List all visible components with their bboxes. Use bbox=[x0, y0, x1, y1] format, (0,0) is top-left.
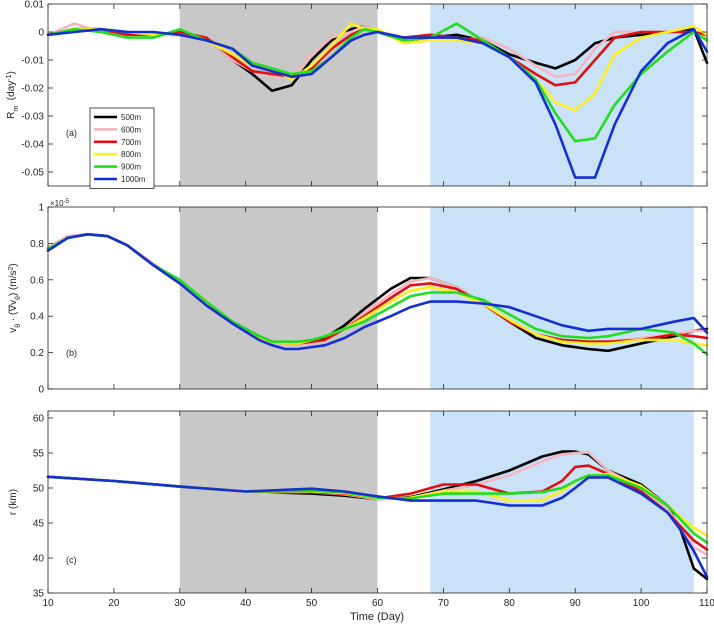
y-label-part: · (∇v bbox=[8, 300, 19, 324]
y-axis-label: vθ · (∇vθ) (m/s2) bbox=[8, 263, 22, 333]
legend: 500m 600m 700m 800m 900m 1000m bbox=[89, 107, 155, 189]
panel-b: 00.20.40.60.81(b)vθ · (∇vθ) (m/s2)×10-5 bbox=[8, 199, 709, 396]
x-tick-label: 90 bbox=[570, 598, 582, 609]
y-tick-label: 50 bbox=[33, 484, 45, 495]
x-tick-label: 30 bbox=[174, 598, 186, 609]
legend-label-1000m: 1000m bbox=[121, 175, 146, 184]
series-line-900m bbox=[46, 22, 709, 143]
y-tick-label: 55 bbox=[33, 449, 45, 460]
y-tick-label: 60 bbox=[33, 414, 45, 425]
legend-label-900m: 900m bbox=[121, 163, 141, 172]
y-label-part: R bbox=[6, 112, 17, 119]
y-label-part: θ bbox=[15, 296, 22, 300]
x-tick-label: 10 bbox=[42, 598, 54, 609]
y-label-part: ) bbox=[8, 263, 19, 266]
legend-label-500m: 500m bbox=[121, 113, 141, 122]
y-tick-label: 1 bbox=[38, 203, 44, 214]
x-tick-label: 110 bbox=[699, 598, 714, 609]
y-label-part: 2 bbox=[8, 266, 15, 270]
y-tick-label: 0.4 bbox=[30, 312, 44, 323]
shaded-region-gray-period bbox=[179, 207, 378, 389]
y-tick-label: 0 bbox=[38, 385, 44, 396]
y-label-part: v bbox=[8, 328, 19, 333]
y-axis-label: r (km) bbox=[8, 489, 19, 515]
x-axis-label: Time (Day) bbox=[350, 611, 404, 623]
scale-note: ×10-5 bbox=[50, 199, 70, 208]
series-line-1000m bbox=[46, 27, 709, 179]
legend-box bbox=[89, 107, 155, 189]
x-tick-label: 100 bbox=[633, 598, 650, 609]
y-tick-label: 0.6 bbox=[30, 275, 44, 286]
x-tick-label: 70 bbox=[438, 598, 450, 609]
y-tick-label: 0.01 bbox=[25, 0, 45, 11]
series-line-1000m bbox=[46, 475, 709, 579]
x-tick-label: 40 bbox=[240, 598, 252, 609]
scale-exp: -5 bbox=[64, 199, 70, 205]
y-tick-label: -0.01 bbox=[21, 56, 44, 67]
legend-label-800m: 800m bbox=[121, 150, 141, 159]
y-label-part: m bbox=[13, 106, 20, 112]
y-tick-label: 40 bbox=[33, 554, 45, 565]
y-label-part: ) (m/s bbox=[8, 270, 19, 296]
y-tick-label: 0.2 bbox=[30, 348, 44, 359]
shaded-region-blue-period bbox=[430, 411, 694, 593]
panel-c: 35 40 45 50 55 60 10 20 30 40 50 60 70 80 90 100 110 (c) r… bbox=[8, 410, 714, 609]
panel-a: -0.05 -0.04 -0.03 -0.02 -0.01 0 0.01 (a) Rm (day… bbox=[6, 0, 709, 187]
y-tick-label: 45 bbox=[33, 519, 45, 530]
panel-label: (c) bbox=[66, 555, 77, 565]
y-tick-label: -0.02 bbox=[21, 84, 44, 95]
y-tick-label: 35 bbox=[33, 589, 45, 600]
series-line-1000m bbox=[46, 233, 709, 351]
y-label-part: -1 bbox=[6, 74, 13, 80]
scale-base: ×10 bbox=[50, 199, 64, 208]
panel-label: (b) bbox=[66, 348, 77, 358]
x-tick-label: 60 bbox=[372, 598, 384, 609]
x-tick-label: 50 bbox=[306, 598, 318, 609]
legend-label-700m: 700m bbox=[121, 138, 141, 147]
y-tick-label: -0.03 bbox=[21, 112, 44, 123]
panel-label: (a) bbox=[66, 128, 77, 138]
y-label-part: r (km) bbox=[8, 489, 19, 515]
y-tick-label: -0.04 bbox=[21, 140, 44, 151]
x-tick-label: 20 bbox=[108, 598, 120, 609]
shaded-region-gray-period bbox=[179, 411, 378, 593]
y-label-part: θ bbox=[15, 324, 22, 328]
y-tick-label: 0.8 bbox=[30, 239, 44, 250]
y-label-part: (day bbox=[6, 81, 17, 106]
legend-label-600m: 600m bbox=[121, 125, 141, 134]
y-axis-label: Rm (day-1) bbox=[6, 71, 20, 119]
y-label-part: ) bbox=[6, 71, 17, 74]
y-tick-label: -0.05 bbox=[21, 168, 44, 179]
y-tick-label: 0 bbox=[38, 28, 44, 39]
x-tick-label: 80 bbox=[504, 598, 516, 609]
